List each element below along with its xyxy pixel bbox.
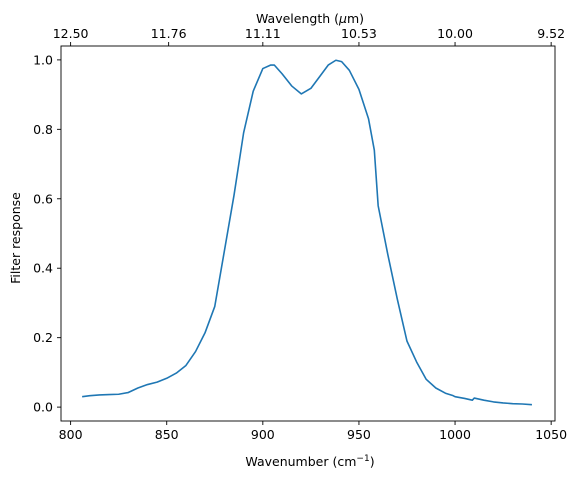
y-tick-label-1: 0.2 <box>33 330 53 345</box>
y-tick-label-2: 0.4 <box>33 261 53 276</box>
x-tick-label-4: 1000 <box>439 427 471 442</box>
plot-frame <box>60 45 556 422</box>
top-tick-label-3: 10.53 <box>341 26 377 41</box>
x-axis-title: Wavenumber (cm−1) <box>245 454 374 469</box>
top-axis-title-mu: μ <box>338 11 347 26</box>
x-tick-label-3: 950 <box>347 427 371 442</box>
y-axis-title: Filter response <box>8 192 23 284</box>
top-axis-title: Wavelength (μm) <box>256 11 364 26</box>
x-tick-label-5: 1050 <box>535 427 567 442</box>
axes-layer: 800 850 900 950 1000 1050 0.0 0.2 0.4 0.6 0.8 1.012… <box>33 26 567 442</box>
top-tick-label-0: 12.50 <box>53 26 89 41</box>
y-tick-label-5: 1.0 <box>33 52 53 67</box>
top-tick-label-4: 10.00 <box>437 26 473 41</box>
x-tick-label-1: 850 <box>155 427 179 442</box>
x-tick-label-0: 800 <box>59 427 83 442</box>
x-axis-title-exponent: −1 <box>356 454 369 464</box>
series-line-0 <box>82 59 532 406</box>
y-tick-label-0: 0.0 <box>33 400 53 415</box>
top-tick-label-5: 9.52 <box>537 26 565 41</box>
x-tick-label-2: 900 <box>251 427 275 442</box>
data-layer <box>82 59 532 406</box>
top-tick-label-1: 11.76 <box>151 26 187 41</box>
y-tick-label-4: 0.8 <box>33 122 53 137</box>
top-tick-label-2: 11.11 <box>245 26 281 41</box>
y-tick-label-3: 0.6 <box>33 191 53 206</box>
